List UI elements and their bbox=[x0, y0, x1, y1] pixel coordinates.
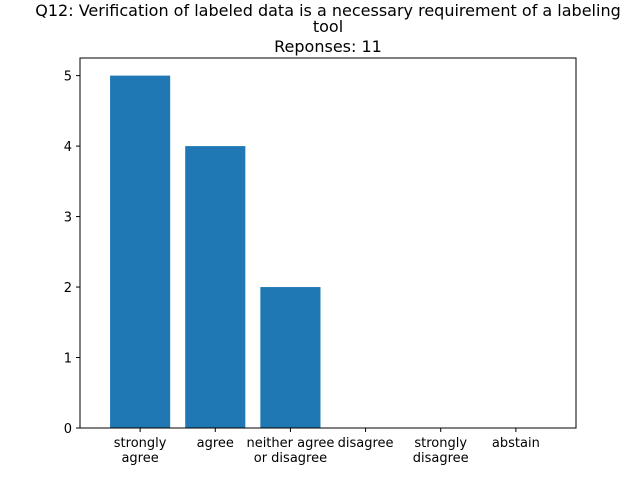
x-tick-label-6: abstain bbox=[492, 436, 540, 451]
bar-2 bbox=[185, 146, 246, 428]
chart-title-line-1: Q12: Verification of labeled data is a n… bbox=[35, 1, 620, 20]
y-tick-label-1: 1 bbox=[64, 352, 72, 367]
x-tick-label-5-line-2: disagree bbox=[413, 451, 469, 466]
x-tick-label-1-line-2: agree bbox=[121, 451, 158, 466]
chart-title-line-2: tool bbox=[313, 17, 343, 36]
plot-frame bbox=[79, 57, 577, 429]
y-axis: 0 1 2 3 4 5 bbox=[64, 70, 80, 437]
x-tick-label-3-line-2: or disagree bbox=[254, 451, 327, 466]
x-tick-label-2: agree bbox=[197, 436, 234, 451]
y-tick-label-5: 5 bbox=[64, 70, 72, 85]
x-tick-label-4: disagree bbox=[338, 436, 394, 451]
y-tick-label-2: 2 bbox=[64, 281, 72, 296]
x-tick-label-1-line-1: strongly bbox=[114, 436, 167, 451]
bar-1 bbox=[110, 75, 171, 429]
y-tick-label-3: 3 bbox=[64, 211, 72, 226]
chart-subtitle: Reponses: 11 bbox=[274, 37, 382, 56]
bars-group bbox=[110, 75, 321, 429]
y-tick-label-4: 4 bbox=[64, 140, 72, 155]
x-tick-label-5-line-1: strongly bbox=[414, 436, 467, 451]
bar-3 bbox=[260, 287, 321, 428]
y-tick-label-0: 0 bbox=[64, 422, 72, 437]
x-tick-label-3-line-1: neither agree bbox=[246, 436, 334, 451]
